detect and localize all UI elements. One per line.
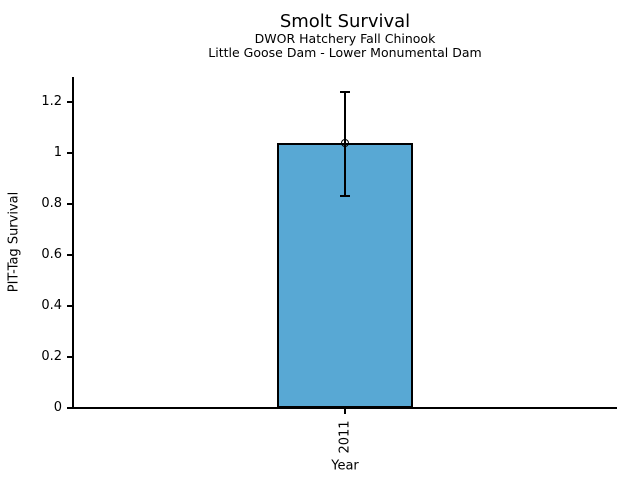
y-axis-spine bbox=[72, 77, 74, 408]
x-axis-spine bbox=[67, 407, 617, 409]
x-axis-tick-label: 2011 bbox=[337, 420, 353, 454]
y-axis-tick-label: 0.6 bbox=[41, 247, 62, 262]
y-axis-tick bbox=[66, 152, 73, 154]
x-axis-label: Year bbox=[331, 458, 359, 474]
chart-subtitle-1: DWOR Hatchery Fall Chinook bbox=[254, 31, 436, 46]
y-axis-tick bbox=[66, 407, 73, 409]
y-axis-tick-label: 0.4 bbox=[41, 298, 62, 313]
x-axis-tick bbox=[344, 409, 346, 414]
y-axis-tick-label: 1.2 bbox=[41, 94, 62, 109]
y-axis-tick bbox=[66, 101, 73, 103]
y-axis-tick-label: 0.8 bbox=[41, 196, 62, 211]
error-bar-cap-bottom bbox=[340, 195, 350, 198]
chart-title: Smolt Survival bbox=[279, 11, 411, 32]
error-bar-cap-top bbox=[340, 90, 350, 93]
y-axis-tick bbox=[66, 356, 73, 358]
point-marker-icon bbox=[341, 138, 349, 147]
y-axis-tick-label: 0.2 bbox=[41, 349, 62, 364]
y-axis-tick-label: 1 bbox=[53, 145, 62, 160]
chart-subtitle-2: Little Goose Dam - Lower Monumental Dam bbox=[208, 45, 482, 60]
y-axis-tick bbox=[66, 254, 73, 256]
y-axis-tick bbox=[66, 305, 73, 307]
y-axis-tick bbox=[66, 203, 73, 205]
y-axis-tick-label: 0 bbox=[53, 400, 62, 415]
